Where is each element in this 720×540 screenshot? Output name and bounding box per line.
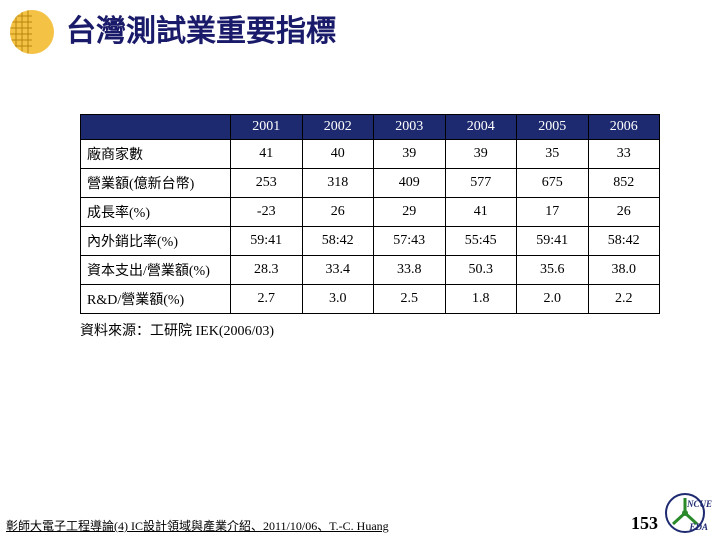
table-cell: 3.0 [302,285,374,314]
table-cell: 57:43 [374,227,446,256]
table-header-row: 2001 2002 2003 2004 2005 2006 [81,115,660,140]
table-cell: 38.0 [588,256,660,285]
table-cell: 28.3 [231,256,303,285]
table-row: 廠商家數414039393533 [81,140,660,169]
table-cell: 33.8 [374,256,446,285]
table-cell: 58:42 [588,227,660,256]
table-cell: 675 [517,169,589,198]
row-label: 成長率(%) [81,198,231,227]
year-header: 2004 [445,115,517,140]
table-cell: 253 [231,169,303,198]
table-cell: 26 [302,198,374,227]
table-cell: 33 [588,140,660,169]
table-cell: 59:41 [517,227,589,256]
year-header: 2003 [374,115,446,140]
row-label: 內外銷比率(%) [81,227,231,256]
year-header: 2006 [588,115,660,140]
table-cell: -23 [231,198,303,227]
table-cell: 29 [374,198,446,227]
indicators-table: 2001 2002 2003 2004 2005 2006 廠商家數414039… [80,114,660,314]
row-label: 資本支出/營業額(%) [81,256,231,285]
footer-right: 153 NCUE EDA [631,492,706,534]
table-cell: 40 [302,140,374,169]
footer-logo-text-bottom: EDA [689,523,708,532]
table-cell: 33.4 [302,256,374,285]
footer-logo-icon: NCUE EDA [664,492,706,534]
table-cell: 59:41 [231,227,303,256]
table-source: 資料來源：工研院 IEK(2006/03) [80,320,660,340]
table-cell: 41 [231,140,303,169]
table-cell: 39 [374,140,446,169]
table-container: 2001 2002 2003 2004 2005 2006 廠商家數414039… [80,114,660,340]
table-cell: 409 [374,169,446,198]
page-number: 153 [631,513,658,534]
table-cell: 318 [302,169,374,198]
table-cell: 2.2 [588,285,660,314]
table-cell: 26 [588,198,660,227]
year-header: 2005 [517,115,589,140]
row-label: 廠商家數 [81,140,231,169]
table-corner-cell [81,115,231,140]
table-cell: 2.5 [374,285,446,314]
row-label: 營業額(億新台幣) [81,169,231,198]
table-cell: 577 [445,169,517,198]
page-title: 台灣測試業重要指標 [66,17,336,47]
year-header: 2002 [302,115,374,140]
table-cell: 1.8 [445,285,517,314]
row-label: R&D/營業額(%) [81,285,231,314]
table-row: 營業額(億新台幣)253318409577675852 [81,169,660,198]
table-row: R&D/營業額(%)2.73.02.51.82.02.2 [81,285,660,314]
table-cell: 35 [517,140,589,169]
footer-caption: 彰師大電子工程導論(4) IC設計領域與產業介紹、2011/10/06、T.-C… [6,517,389,534]
table-cell: 2.0 [517,285,589,314]
table-row: 資本支出/營業額(%)28.333.433.850.335.638.0 [81,256,660,285]
footer-logo-text-top: NCUE [687,500,712,509]
table-cell: 55:45 [445,227,517,256]
year-header: 2001 [231,115,303,140]
table-cell: 41 [445,198,517,227]
table-cell: 50.3 [445,256,517,285]
table-cell: 39 [445,140,517,169]
table-cell: 58:42 [302,227,374,256]
table-cell: 35.6 [517,256,589,285]
table-row: 成長率(%)-232629411726 [81,198,660,227]
table-cell: 2.7 [231,285,303,314]
slide-footer: 彰師大電子工程導論(4) IC設計領域與產業介紹、2011/10/06、T.-C… [0,492,720,534]
table-cell: 852 [588,169,660,198]
header-logo-icon [8,8,56,56]
table-cell: 17 [517,198,589,227]
slide-header: 台灣測試業重要指標 [0,0,720,64]
table-row: 內外銷比率(%)59:4158:4257:4355:4559:4158:42 [81,227,660,256]
